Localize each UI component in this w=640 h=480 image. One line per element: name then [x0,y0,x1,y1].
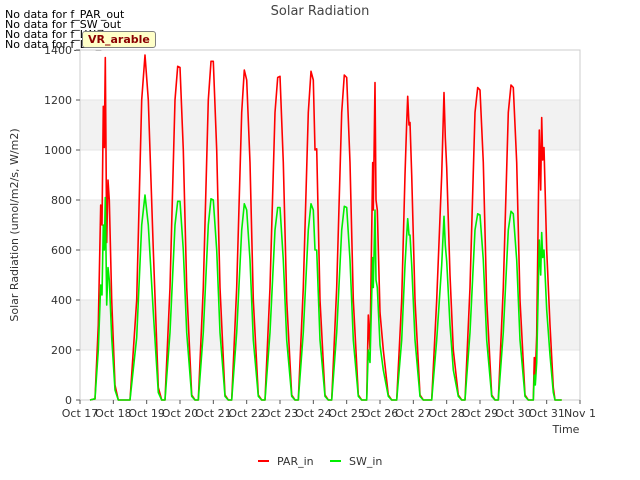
series-line-sw-in [89,194,562,401]
nodata-message-par-out: No data for f_PAR_out [5,8,125,21]
nodata-message-sw-out: No data for f_SW_out [5,18,122,31]
legend-label-sw-in: SW_in [349,455,382,468]
x-tick-label-13: Oct 30 [495,407,532,420]
y-tick-label-400: 400 [51,294,72,307]
y-tick-label-0: 0 [65,394,72,407]
site-badge: VR_arable [82,31,156,48]
x-axis-label: Time [552,423,580,436]
x-tick-label-2: Oct 19 [128,407,165,420]
x-tick-label-15: Nov 1 [564,407,596,420]
series-lines [89,54,562,401]
x-tick-label-1: Oct 18 [95,407,132,420]
x-tick-label-9: Oct 26 [362,407,399,420]
band-600 [80,200,580,250]
x-tick-label-14: Oct 31 [528,407,565,420]
legend: PAR_in SW_in [258,455,382,468]
y-tick-label-600: 600 [51,244,72,257]
x-tick-label-3: Oct 20 [162,407,199,420]
x-tick-label-6: Oct 23 [262,407,299,420]
x-tick-label-10: Oct 27 [395,407,432,420]
x-tick-label-12: Oct 29 [462,407,499,420]
y-tick-label-1400: 1400 [44,44,72,57]
plot-bands [80,100,580,350]
band-200 [80,300,580,350]
x-tick-label-0: Oct 17 [62,407,99,420]
legend-label-par-in: PAR_in [277,455,314,468]
y-axis-label: Solar Radiation (umol/m2/s, W/m2) [8,128,21,321]
y-tick-label-1200: 1200 [44,94,72,107]
x-tick-label-5: Oct 22 [228,407,265,420]
x-tick-label-7: Oct 24 [295,407,332,420]
x-tick-label-8: Oct 25 [328,407,365,420]
y-tick-label-200: 200 [51,344,72,357]
y-tick-label-1000: 1000 [44,144,72,157]
band-1000 [80,100,580,150]
y-tick-label-800: 800 [51,194,72,207]
x-tick-label-11: Oct 28 [428,407,465,420]
x-tick-label-4: Oct 21 [195,407,232,420]
y-axis-ticks: 0 200 400 600 800 1000 1200 1400 [44,44,80,407]
chart-title: Solar Radiation [271,4,370,19]
